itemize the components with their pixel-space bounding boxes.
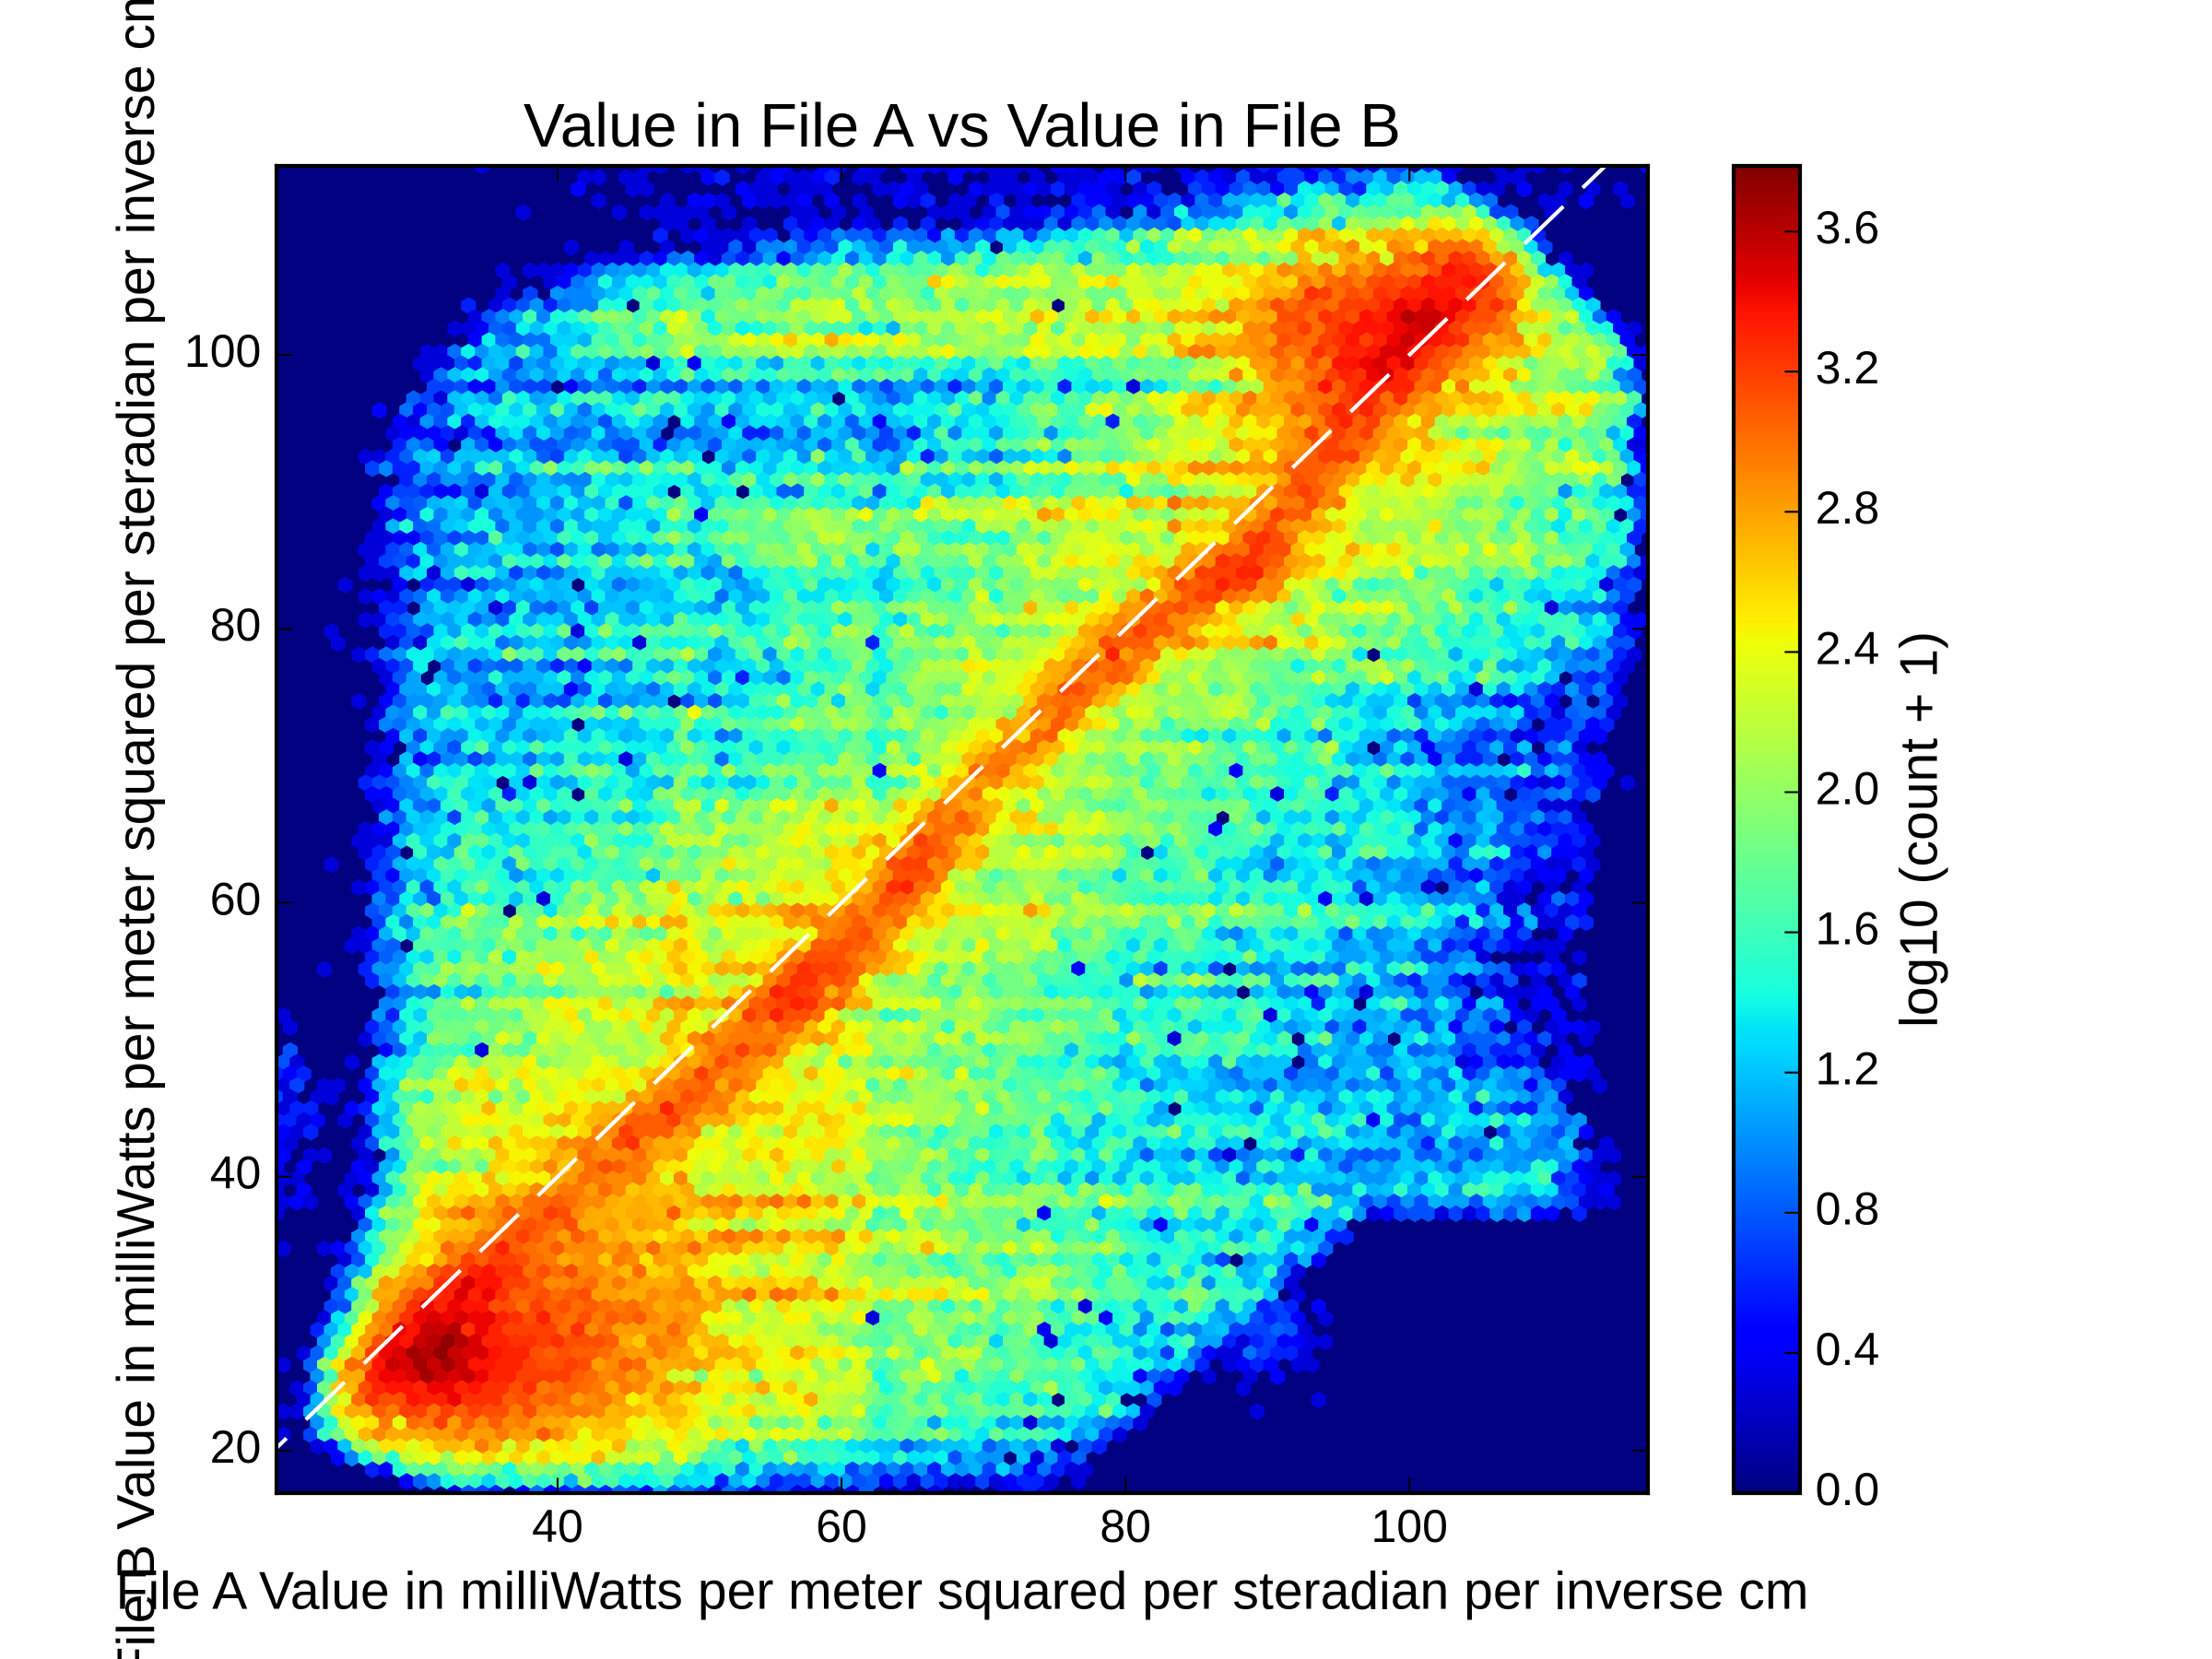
svg-text:2.4: 2.4 <box>1816 622 1880 674</box>
svg-text:1.2: 1.2 <box>1816 1043 1880 1095</box>
svg-text:log10 (count + 1): log10 (count + 1) <box>1889 631 1948 1028</box>
svg-text:20: 20 <box>210 1421 262 1473</box>
svg-text:File A Value in milliWatts per: File A Value in milliWatts per meter squ… <box>116 1561 1809 1620</box>
svg-text:80: 80 <box>210 599 262 651</box>
svg-text:0.8: 0.8 <box>1816 1183 1880 1235</box>
svg-text:100: 100 <box>1371 1500 1447 1552</box>
svg-text:80: 80 <box>1100 1500 1151 1552</box>
svg-text:1.6: 1.6 <box>1816 903 1880 955</box>
svg-text:3.2: 3.2 <box>1816 342 1880 394</box>
svg-text:60: 60 <box>210 873 262 924</box>
svg-text:2.0: 2.0 <box>1816 762 1880 814</box>
svg-text:2.8: 2.8 <box>1816 482 1880 534</box>
svg-text:40: 40 <box>532 1500 583 1552</box>
svg-text:60: 60 <box>816 1500 867 1552</box>
svg-text:Value in File A vs Value in Fi: Value in File A vs Value in File B <box>524 91 1401 160</box>
svg-text:100: 100 <box>184 325 261 377</box>
svg-text:File B Value in milliWatts per: File B Value in milliWatts per meter squ… <box>107 0 166 1659</box>
svg-text:0.4: 0.4 <box>1816 1324 1880 1375</box>
svg-text:40: 40 <box>210 1147 262 1199</box>
svg-text:3.6: 3.6 <box>1816 202 1880 253</box>
svg-text:0.0: 0.0 <box>1816 1464 1880 1515</box>
